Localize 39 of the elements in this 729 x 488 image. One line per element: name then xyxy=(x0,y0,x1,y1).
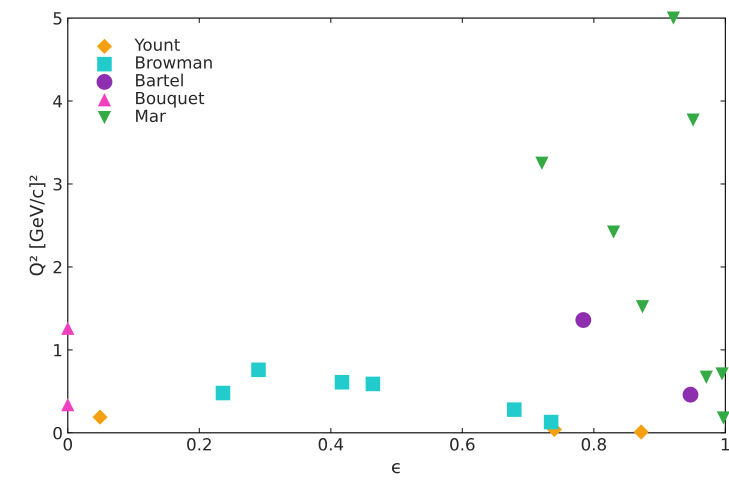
y-tick-label: 4 xyxy=(53,95,62,108)
legend-label: Bartel xyxy=(136,74,183,87)
x-tick-label: 0.2 xyxy=(187,438,211,451)
x-tick-label: 0.8 xyxy=(582,438,606,451)
legend-label: Mar xyxy=(136,110,166,122)
point xyxy=(666,11,680,25)
point xyxy=(544,414,558,430)
point xyxy=(334,374,350,390)
point xyxy=(366,376,380,392)
point xyxy=(634,424,649,440)
y-axis-title: Q² [GeV/c]² xyxy=(29,176,46,276)
point xyxy=(700,370,713,384)
x-axis-title: ϵ xyxy=(392,463,400,474)
point xyxy=(575,312,592,328)
x-tick-label: 0 xyxy=(64,438,72,451)
legend-label: Bouquet xyxy=(136,92,204,108)
point xyxy=(606,226,620,239)
point xyxy=(686,114,700,127)
point xyxy=(682,386,698,403)
y-tick-label: 1 xyxy=(54,344,62,356)
y-tick-label: 2 xyxy=(54,260,62,274)
x-tick-label: 0.4 xyxy=(318,438,344,451)
x-tick-label: 0.6 xyxy=(450,438,475,451)
point xyxy=(715,367,729,381)
point xyxy=(716,411,729,425)
point xyxy=(506,402,522,417)
y-tick-label: 3 xyxy=(54,178,62,191)
point xyxy=(61,398,74,412)
y-tick-label: 0 xyxy=(53,426,62,440)
point xyxy=(61,322,74,335)
y-tick-label: 5 xyxy=(54,12,62,25)
x-tick-label: 1 xyxy=(722,438,729,450)
legend-label: Yount xyxy=(134,38,180,51)
point xyxy=(251,362,266,378)
legend-label: Browman xyxy=(136,56,212,69)
point xyxy=(92,409,108,425)
point xyxy=(636,300,650,314)
point xyxy=(535,156,548,170)
point xyxy=(216,386,230,400)
